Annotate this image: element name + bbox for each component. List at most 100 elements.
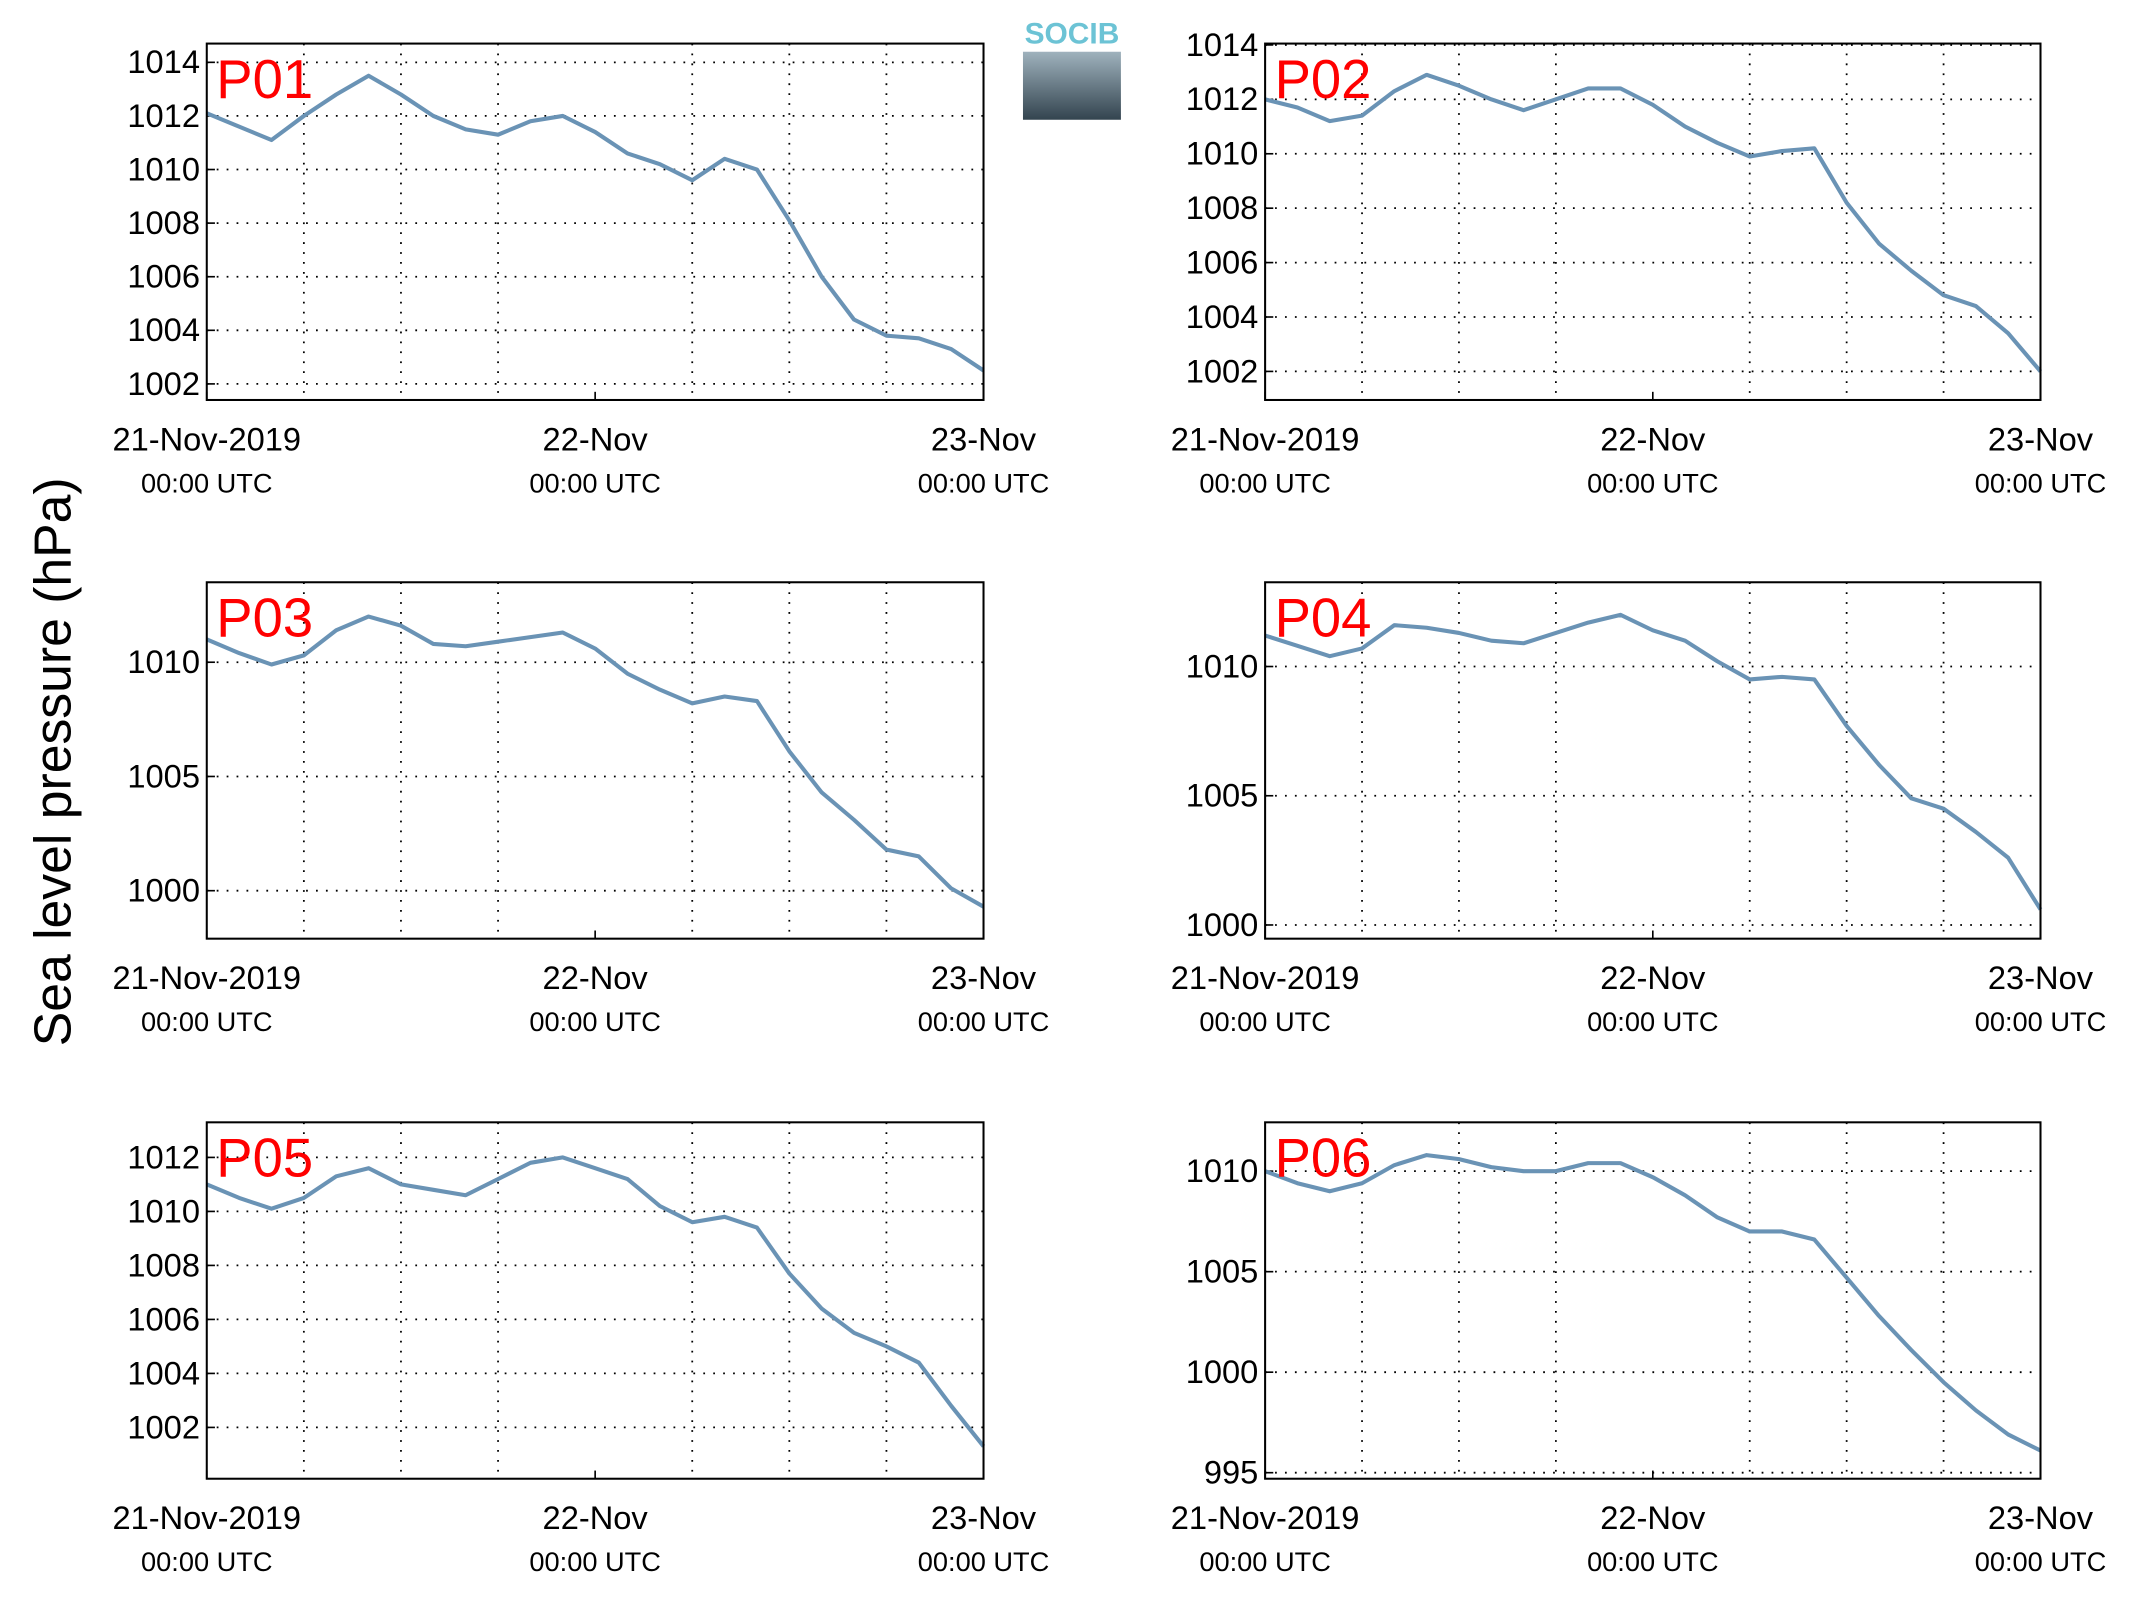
x-tick-sublabel: 00:00 UTC bbox=[141, 1546, 272, 1577]
data-line bbox=[1264, 612, 2043, 911]
data-line bbox=[205, 614, 985, 909]
axes-frame bbox=[1264, 1121, 2042, 1480]
y-tick-label: 1002 bbox=[1186, 352, 1259, 389]
panel: 1002 1004 1006 1008 1010 1012 1014 21-Nov-2019 0… bbox=[112, 42, 1049, 498]
y-tick-label: 1008 bbox=[127, 204, 200, 241]
x-tick-label: 22-Nov bbox=[1600, 959, 1706, 996]
x-tick-sublabel: 00:00 UTC bbox=[1587, 467, 1718, 498]
x-tick-sublabel: 00:00 UTC bbox=[1199, 1546, 1330, 1577]
y-tick-label: 1005 bbox=[1186, 1253, 1259, 1290]
y-tick-label: 1000 bbox=[127, 872, 200, 909]
y-tick-label: 1010 bbox=[127, 150, 200, 187]
x-tick-sublabel: 00:00 UTC bbox=[1199, 467, 1330, 498]
y-tick-label: 1008 bbox=[1186, 189, 1259, 226]
panel-title: P02 bbox=[1275, 49, 1372, 110]
plot-area bbox=[1265, 43, 2041, 400]
x-tick-label: 22-Nov bbox=[543, 1499, 649, 1536]
x-tick-label: 23-Nov bbox=[1988, 1499, 2094, 1536]
plot-area bbox=[206, 582, 984, 939]
axes-frame bbox=[205, 581, 985, 940]
panel-title: P03 bbox=[216, 588, 313, 649]
panel-title: P04 bbox=[1275, 588, 1372, 649]
plot-area bbox=[206, 1122, 984, 1479]
y-tick-label: 1010 bbox=[127, 643, 200, 680]
y-tick-label: 1010 bbox=[1186, 135, 1259, 172]
x-tick-label: 22-Nov bbox=[543, 420, 649, 457]
x-tick-sublabel: 00:00 UTC bbox=[529, 467, 660, 498]
y-tick-label: 1010 bbox=[127, 1192, 200, 1229]
y-tick-label: 1012 bbox=[127, 97, 200, 134]
panel-title: P05 bbox=[216, 1128, 313, 1189]
data-line bbox=[1264, 1153, 2042, 1453]
x-tick-label: 21-Nov-2019 bbox=[112, 1499, 301, 1536]
x-tick-sublabel: 00:00 UTC bbox=[1199, 1006, 1330, 1037]
y-tick-label: 1000 bbox=[1186, 906, 1259, 943]
y-tick-label: 1008 bbox=[127, 1246, 200, 1283]
axes-frame bbox=[1264, 581, 2042, 940]
x-tick-label: 22-Nov bbox=[1600, 420, 1706, 457]
x-tick-label: 23-Nov bbox=[931, 420, 1037, 457]
y-tick-label: 1014 bbox=[1186, 26, 1259, 63]
x-tick-sublabel: 00:00 UTC bbox=[141, 1006, 272, 1037]
x-tick-sublabel: 00:00 UTC bbox=[1975, 1546, 2106, 1577]
x-tick-sublabel: 00:00 UTC bbox=[918, 1546, 1049, 1577]
plot-area bbox=[1265, 582, 2041, 939]
x-tick-label: 23-Nov bbox=[1988, 959, 2094, 996]
panel-title: P01 bbox=[216, 49, 313, 110]
panel: 1000 1005 1010 21-Nov-2019 00:00 UTC 22-Nov 00… bbox=[112, 581, 1049, 1037]
x-tick-label: 22-Nov bbox=[1600, 1499, 1706, 1536]
x-tick-label: 21-Nov-2019 bbox=[112, 959, 301, 996]
axes-frame bbox=[205, 42, 985, 402]
x-tick-sublabel: 00:00 UTC bbox=[918, 467, 1049, 498]
y-tick-label: 1004 bbox=[127, 311, 200, 348]
logo-text: SOCIB bbox=[1025, 18, 1120, 51]
y-tick-label: 1012 bbox=[1186, 80, 1259, 117]
panel-title: P06 bbox=[1275, 1128, 1372, 1189]
y-tick-label: 1006 bbox=[127, 1300, 200, 1337]
y-tick-label: 1014 bbox=[127, 43, 200, 80]
y-tick-label: 1002 bbox=[127, 1408, 200, 1445]
x-tick-label: 21-Nov-2019 bbox=[1171, 420, 1360, 457]
axes-frame bbox=[205, 1121, 985, 1480]
data-line bbox=[205, 73, 985, 373]
x-tick-label: 21-Nov-2019 bbox=[1171, 1499, 1360, 1536]
x-tick-label: 21-Nov-2019 bbox=[1171, 959, 1360, 996]
y-tick-label: 1004 bbox=[1186, 298, 1259, 335]
panel: 1002 1004 1006 1008 1010 1012 21-Nov-2019 00:00… bbox=[112, 1121, 1049, 1577]
x-tick-label: 23-Nov bbox=[931, 959, 1037, 996]
panel: 1000 1005 1010 21-Nov-2019 00:00 UTC 22-Nov 00… bbox=[1171, 581, 2106, 1037]
plot-area bbox=[206, 43, 984, 400]
y-tick-label: 1010 bbox=[1186, 1152, 1259, 1189]
y-tick-label: 995 bbox=[1204, 1454, 1258, 1491]
y-tick-label: 1005 bbox=[127, 757, 200, 794]
x-tick-label: 23-Nov bbox=[1988, 420, 2094, 457]
y-tick-label: 1010 bbox=[1186, 647, 1259, 684]
x-tick-sublabel: 00:00 UTC bbox=[1975, 467, 2106, 498]
panel: 995 1000 1005 1010 21-Nov-2019 00:00 UTC 22-No… bbox=[1171, 1121, 2106, 1577]
x-tick-sublabel: 00:00 UTC bbox=[1975, 1006, 2106, 1037]
y-tick-label: 1012 bbox=[127, 1138, 200, 1175]
y-tick-label: 1002 bbox=[127, 365, 200, 402]
y-tick-label: 1004 bbox=[127, 1354, 200, 1391]
x-tick-sublabel: 00:00 UTC bbox=[1587, 1546, 1718, 1577]
x-tick-sublabel: 00:00 UTC bbox=[141, 467, 272, 498]
y-axis-label: Sea level pressure (hPa) bbox=[24, 477, 82, 1046]
x-tick-sublabel: 00:00 UTC bbox=[918, 1006, 1049, 1037]
x-tick-sublabel: 00:00 UTC bbox=[529, 1006, 660, 1037]
data-line bbox=[205, 1155, 986, 1448]
y-tick-label: 1000 bbox=[1186, 1353, 1259, 1390]
data-line bbox=[1264, 72, 2043, 373]
axes-frame bbox=[1264, 42, 2042, 402]
x-tick-label: 21-Nov-2019 bbox=[112, 420, 301, 457]
x-tick-label: 22-Nov bbox=[543, 959, 649, 996]
plot-area bbox=[1265, 1122, 2041, 1479]
x-tick-sublabel: 00:00 UTC bbox=[529, 1546, 660, 1577]
y-tick-label: 1006 bbox=[127, 258, 200, 295]
y-tick-label: 1006 bbox=[1186, 243, 1259, 280]
x-tick-label: 23-Nov bbox=[931, 1499, 1037, 1536]
panel: 1002 1004 1006 1008 1010 1012 1014 21-Nov-2019 0… bbox=[1171, 26, 2106, 499]
y-tick-label: 1005 bbox=[1186, 777, 1259, 814]
logo-block bbox=[1022, 51, 1121, 120]
